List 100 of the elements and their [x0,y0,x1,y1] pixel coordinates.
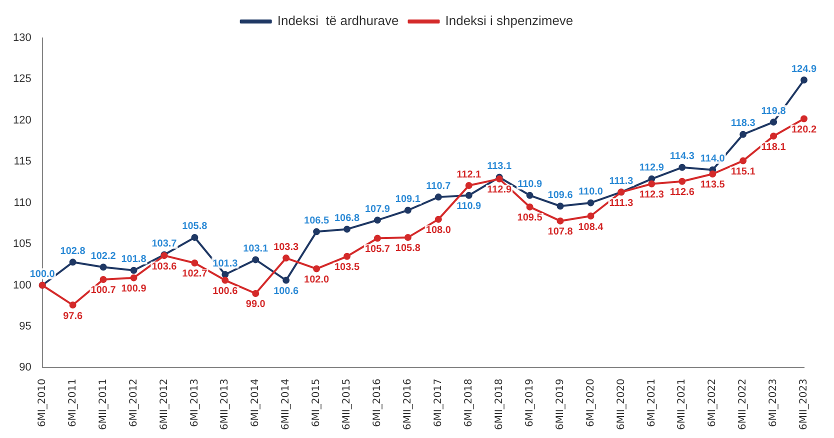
x-tick-label: 6MI_2014 [250,378,262,428]
point [313,265,320,272]
point [434,216,442,223]
legend-label: Indeksi i shpenzimeve [445,13,574,28]
x-tick-label: 6MI_2021 [646,378,658,428]
point [526,192,534,199]
point [740,157,747,164]
data-label: 110.7 [426,180,452,192]
x-tick-label: 6MII_2023 [798,378,810,430]
x-tick-label: 6MII_2022 [738,378,749,430]
data-label: 97.6 [63,310,83,322]
data-label: 102.7 [182,268,208,280]
data-label: 105.7 [364,244,390,256]
data-label: 115.1 [730,166,756,178]
data-label: 120.2 [791,124,817,136]
data-label: 103.1 [243,243,269,254]
y-tick-label: 120 [12,114,32,126]
point [678,178,686,185]
y-tick-label: 130 [12,32,32,44]
point [130,266,138,274]
data-label: 119.8 [761,106,786,117]
point [374,216,381,224]
point [434,194,442,201]
data-label: 106.8 [334,212,360,224]
x-tick-label: 6MII_2016 [402,378,414,430]
point [69,302,76,309]
data-label: 105.8 [395,243,421,254]
data-label: 114.0 [700,154,726,165]
data-label: 101.8 [121,254,147,266]
x-tick-label: 6MI_2020 [585,378,596,428]
y-tick-label: 115 [14,156,32,168]
data-label: 124.9 [791,64,817,75]
point [404,234,412,241]
data-label: 102.8 [60,246,86,257]
data-label: 112.9 [639,162,664,174]
point [556,217,564,224]
data-label: 113.5 [700,180,726,191]
data-label: 99.0 [246,299,266,310]
x-tick-label: 6MI_2019 [524,378,536,428]
data-label: 107.8 [548,226,574,238]
y-tick-label: 110 [14,196,32,209]
data-label: 111.3 [609,198,634,209]
data-label: 103.3 [274,242,300,253]
point [313,228,320,236]
point [69,258,76,266]
point [556,202,564,210]
point [252,290,260,297]
data-label: 112.6 [670,187,695,198]
data-label: 100.7 [90,285,116,296]
data-label: 107.9 [364,204,390,215]
y-tick-label: 125 [12,73,32,86]
x-tick-label: 6MII_2021 [676,378,688,430]
point [770,118,778,126]
data-label: 103.5 [334,262,360,274]
data-label: 112.3 [639,190,664,201]
data-label: 110.9 [456,201,482,212]
point [191,259,198,266]
x-tick-label: 6MII_2013 [220,378,231,430]
point [252,256,260,264]
data-label: 109.5 [517,212,543,224]
x-tick-label: 6MII_2015 [342,378,353,430]
x-tick-label: 6MI_2015 [311,378,322,428]
data-label: 112.9 [487,184,512,196]
data-label: 109.6 [548,190,574,201]
point [344,226,351,233]
data-label: 109.1 [395,194,421,205]
point [587,212,594,220]
x-tick-label: 6MII_2014 [280,378,292,430]
data-label: 113.1 [487,161,512,172]
point [374,234,381,242]
data-label: 111.3 [609,176,634,187]
data-label: 108.4 [578,222,604,233]
point [800,115,808,122]
point [100,276,107,283]
y-tick-label: 105 [12,238,32,250]
legend-label: Indeksi të ardhurave [277,13,399,28]
data-label: 112.1 [456,169,482,180]
data-label: 108.0 [426,225,452,236]
data-label: 103.7 [152,238,178,250]
y-tick-label: 100 [12,279,32,292]
x-tick-label: 6MI_2016 [372,378,384,428]
point [465,182,472,190]
point [465,192,472,199]
point [344,252,351,260]
point [770,132,778,140]
data-label: 110.9 [518,179,542,190]
data-label: 102.2 [90,250,116,262]
point [222,271,229,278]
point [222,276,229,284]
point [740,130,747,138]
x-tick-label: 6MI_2013 [189,378,200,428]
y-tick-label: 95 [19,320,32,332]
y-tick-label: 90 [19,362,32,374]
data-label: 110.0 [578,186,604,198]
x-tick-label: 6MII_2019 [554,378,566,430]
data-label: 100.6 [274,286,300,298]
x-tick-label: 6MI_2022 [707,378,718,428]
x-tick-label: 6MI_2011 [67,378,78,428]
point [800,76,808,84]
x-tick-label: 6MI_2017 [433,378,444,428]
